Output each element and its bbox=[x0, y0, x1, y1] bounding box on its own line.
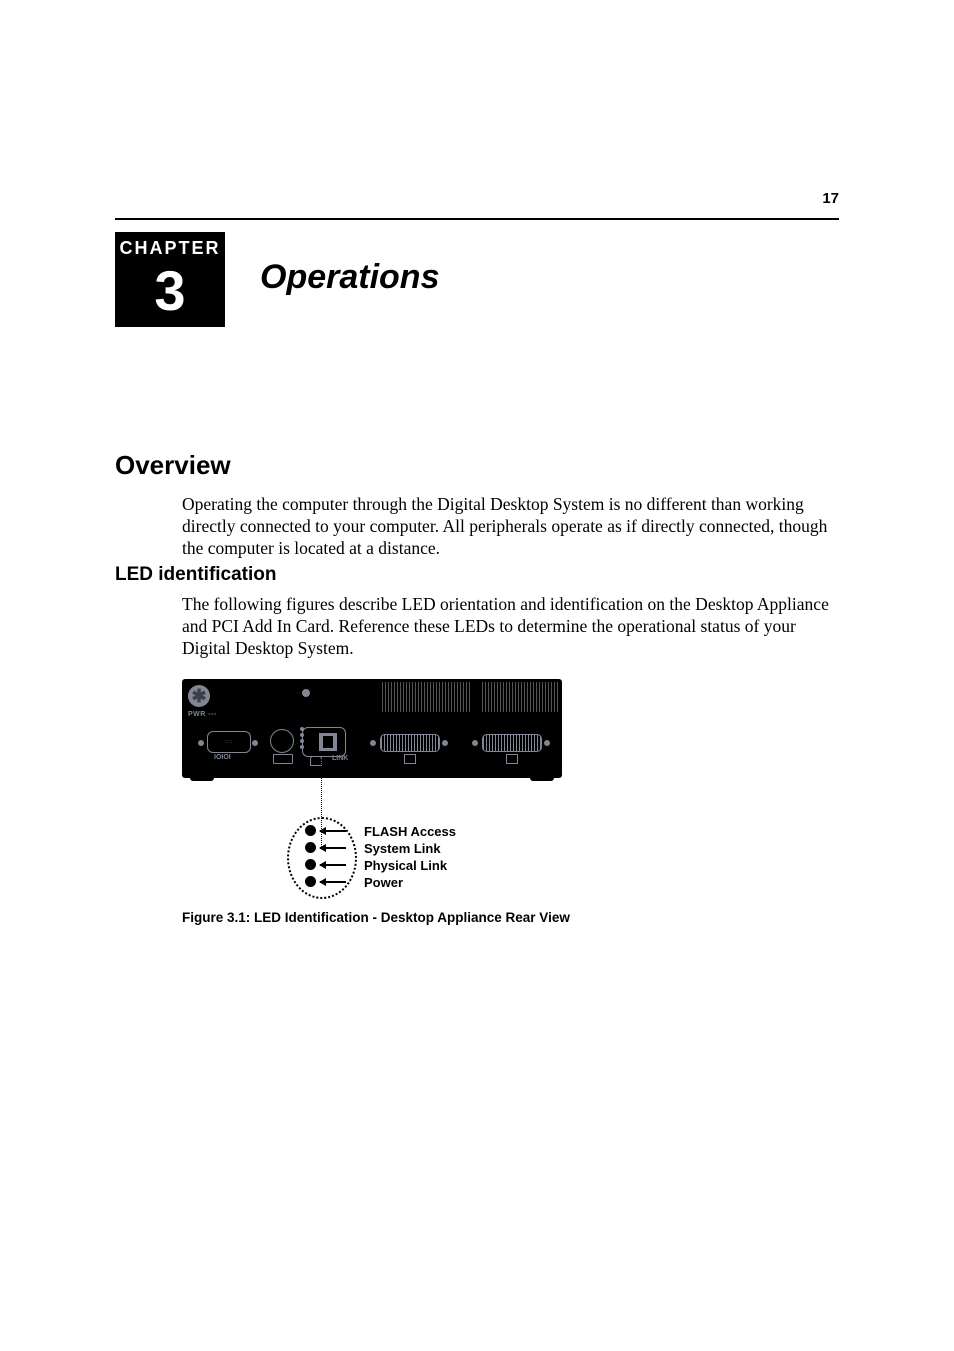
rear-port-row: :::: IOIOI LINK bbox=[182, 723, 562, 763]
vent-grille-icon bbox=[482, 682, 558, 712]
arrow-icon bbox=[320, 881, 346, 883]
foot-icon bbox=[190, 776, 214, 781]
link-port-label: LINK bbox=[332, 755, 348, 762]
screw-icon bbox=[442, 740, 448, 746]
figure-caption: Figure 3.1: LED Identification - Desktop… bbox=[182, 910, 570, 925]
screw-icon bbox=[370, 740, 376, 746]
chapter-number: 3 bbox=[115, 259, 225, 319]
led-label-flash: FLASH Access bbox=[364, 823, 456, 840]
led-label-syslink: System Link bbox=[364, 840, 456, 857]
vga-port-icon bbox=[380, 734, 440, 752]
document-page: 17 CHAPTER 3 Operations Overview Operati… bbox=[0, 0, 954, 1351]
screw-icon bbox=[544, 740, 550, 746]
desktop-appliance-rear: ✱ PWR --- :::: IOIOI bbox=[182, 679, 562, 778]
led-identification-paragraph: The following figures describe LED orien… bbox=[182, 594, 839, 660]
arrow-icon bbox=[320, 830, 346, 832]
led-dot-icon bbox=[305, 825, 316, 836]
overview-paragraph: Operating the computer through the Digit… bbox=[182, 494, 839, 560]
monitor-icon bbox=[404, 754, 416, 764]
led-identification-heading: LED identification bbox=[115, 564, 277, 586]
brand-logo-icon: ✱ bbox=[188, 685, 210, 707]
rj45-jack-icon bbox=[319, 733, 337, 751]
serial-port-label: IOIOI bbox=[214, 754, 231, 761]
chapter-label: CHAPTER bbox=[115, 232, 225, 259]
led-label-phylink: Physical Link bbox=[364, 857, 456, 874]
page-number: 17 bbox=[822, 190, 839, 207]
top-rule bbox=[115, 218, 839, 220]
screw-icon bbox=[252, 740, 258, 746]
power-marking: PWR --- bbox=[188, 711, 217, 718]
ps2-port-icon bbox=[270, 729, 294, 753]
vent-grille-icon bbox=[382, 682, 472, 712]
chapter-block: CHAPTER 3 bbox=[115, 232, 225, 327]
vga-port-icon bbox=[482, 734, 542, 752]
arrow-icon bbox=[320, 864, 346, 866]
led-callout-labels: FLASH Access System Link Physical Link P… bbox=[364, 823, 456, 891]
screw-icon bbox=[472, 740, 478, 746]
rj45-port-icon bbox=[302, 727, 346, 757]
foot-icon bbox=[530, 776, 554, 781]
arrow-icon bbox=[320, 847, 346, 849]
led-dot-icon bbox=[305, 842, 316, 853]
overview-heading: Overview bbox=[115, 450, 231, 481]
zoom-led-list bbox=[305, 825, 346, 887]
led-dot-icon bbox=[305, 859, 316, 870]
led-label-power: Power bbox=[364, 874, 456, 891]
led-dot-icon bbox=[305, 876, 316, 887]
monitor-icon bbox=[506, 754, 518, 764]
screw-icon bbox=[198, 740, 204, 746]
chapter-title: Operations bbox=[260, 258, 439, 297]
figure-3-1: ✱ PWR --- :::: IOIOI bbox=[182, 679, 562, 897]
serial-port-icon: :::: bbox=[207, 731, 251, 753]
keyboard-icon bbox=[273, 754, 293, 764]
button-icon bbox=[302, 689, 310, 697]
led-zoom-inset bbox=[287, 817, 353, 895]
